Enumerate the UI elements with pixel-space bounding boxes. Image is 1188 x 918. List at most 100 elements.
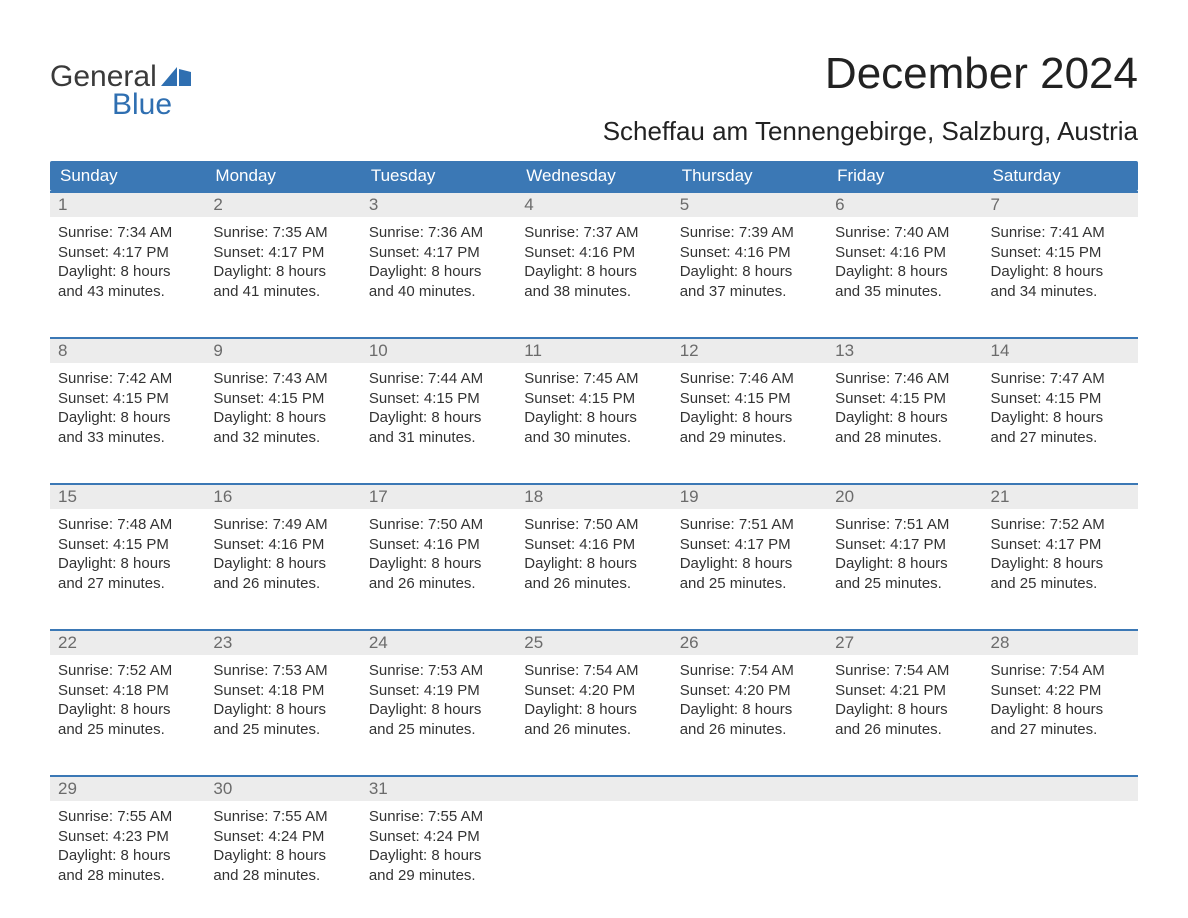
weekday-cell: Sunday (50, 161, 205, 191)
week-row: 8Sunrise: 7:42 AMSunset: 4:15 PMDaylight… (50, 337, 1138, 469)
day-number (516, 777, 671, 801)
day-detail-line: Sunrise: 7:50 AM (369, 515, 508, 535)
day-cell: 21Sunrise: 7:52 AMSunset: 4:17 PMDayligh… (983, 485, 1138, 615)
day-number: 4 (516, 193, 671, 217)
day-number: 30 (205, 777, 360, 801)
day-detail-line: Sunset: 4:17 PM (58, 243, 197, 263)
day-cell: 11Sunrise: 7:45 AMSunset: 4:15 PMDayligh… (516, 339, 671, 469)
calendar: SundayMondayTuesdayWednesdayThursdayFrid… (50, 161, 1138, 907)
day-number: 26 (672, 631, 827, 655)
day-detail-line: and 25 minutes. (213, 720, 352, 740)
day-number: 10 (361, 339, 516, 363)
day-detail-line: Sunset: 4:15 PM (835, 389, 974, 409)
day-number: 2 (205, 193, 360, 217)
day-detail-line: Sunrise: 7:55 AM (58, 807, 197, 827)
day-detail-line: Daylight: 8 hours (369, 408, 508, 428)
day-cell: 2Sunrise: 7:35 AMSunset: 4:17 PMDaylight… (205, 193, 360, 323)
week-row: 1Sunrise: 7:34 AMSunset: 4:17 PMDaylight… (50, 191, 1138, 323)
day-detail (827, 801, 982, 829)
day-detail-line: and 25 minutes. (369, 720, 508, 740)
day-detail: Sunrise: 7:54 AMSunset: 4:20 PMDaylight:… (516, 655, 671, 761)
day-cell: 25Sunrise: 7:54 AMSunset: 4:20 PMDayligh… (516, 631, 671, 761)
day-detail-line: Daylight: 8 hours (369, 700, 508, 720)
day-detail-line: and 30 minutes. (524, 428, 663, 448)
day-number: 29 (50, 777, 205, 801)
day-cell: 5Sunrise: 7:39 AMSunset: 4:16 PMDaylight… (672, 193, 827, 323)
weekday-cell: Saturday (983, 161, 1138, 191)
day-detail-line: Sunrise: 7:52 AM (58, 661, 197, 681)
day-detail-line: Sunset: 4:18 PM (213, 681, 352, 701)
day-detail: Sunrise: 7:47 AMSunset: 4:15 PMDaylight:… (983, 363, 1138, 469)
day-number: 25 (516, 631, 671, 655)
day-number: 12 (672, 339, 827, 363)
day-detail-line: Sunset: 4:20 PM (524, 681, 663, 701)
day-detail-line: and 26 minutes. (369, 574, 508, 594)
day-detail-line: Sunrise: 7:55 AM (213, 807, 352, 827)
day-detail: Sunrise: 7:40 AMSunset: 4:16 PMDaylight:… (827, 217, 982, 323)
day-detail: Sunrise: 7:43 AMSunset: 4:15 PMDaylight:… (205, 363, 360, 469)
day-detail-line: Sunrise: 7:53 AM (213, 661, 352, 681)
day-detail-line: Sunrise: 7:49 AM (213, 515, 352, 535)
day-detail-line: Sunset: 4:15 PM (524, 389, 663, 409)
day-detail-line: Daylight: 8 hours (58, 700, 197, 720)
day-detail-line: and 27 minutes. (991, 720, 1130, 740)
day-detail-line: and 29 minutes. (369, 866, 508, 886)
day-cell: 30Sunrise: 7:55 AMSunset: 4:24 PMDayligh… (205, 777, 360, 907)
day-detail-line: and 27 minutes. (991, 428, 1130, 448)
day-detail-line: Daylight: 8 hours (680, 554, 819, 574)
day-cell: 13Sunrise: 7:46 AMSunset: 4:15 PMDayligh… (827, 339, 982, 469)
day-detail-line: Sunset: 4:21 PM (835, 681, 974, 701)
day-detail: Sunrise: 7:49 AMSunset: 4:16 PMDaylight:… (205, 509, 360, 615)
day-detail-line: and 27 minutes. (58, 574, 197, 594)
day-detail-line: Sunrise: 7:54 AM (991, 661, 1130, 681)
day-detail-line: and 43 minutes. (58, 282, 197, 302)
day-cell: 27Sunrise: 7:54 AMSunset: 4:21 PMDayligh… (827, 631, 982, 761)
day-number: 5 (672, 193, 827, 217)
weekday-cell: Wednesday (516, 161, 671, 191)
day-detail: Sunrise: 7:55 AMSunset: 4:24 PMDaylight:… (361, 801, 516, 907)
day-detail-line: Daylight: 8 hours (835, 408, 974, 428)
day-number (827, 777, 982, 801)
day-detail: Sunrise: 7:54 AMSunset: 4:20 PMDaylight:… (672, 655, 827, 761)
day-detail-line: Sunrise: 7:54 AM (524, 661, 663, 681)
day-detail-line: and 40 minutes. (369, 282, 508, 302)
day-detail-line: Sunset: 4:22 PM (991, 681, 1130, 701)
day-detail-line: and 28 minutes. (58, 866, 197, 886)
day-cell: 18Sunrise: 7:50 AMSunset: 4:16 PMDayligh… (516, 485, 671, 615)
day-detail-line: Daylight: 8 hours (991, 408, 1130, 428)
day-detail: Sunrise: 7:53 AMSunset: 4:19 PMDaylight:… (361, 655, 516, 761)
day-detail-line: Daylight: 8 hours (369, 262, 508, 282)
day-detail-line: Sunset: 4:17 PM (369, 243, 508, 263)
day-cell: 15Sunrise: 7:48 AMSunset: 4:15 PMDayligh… (50, 485, 205, 615)
day-detail-line: Sunrise: 7:48 AM (58, 515, 197, 535)
day-cell: 1Sunrise: 7:34 AMSunset: 4:17 PMDaylight… (50, 193, 205, 323)
day-cell: 3Sunrise: 7:36 AMSunset: 4:17 PMDaylight… (361, 193, 516, 323)
day-detail: Sunrise: 7:35 AMSunset: 4:17 PMDaylight:… (205, 217, 360, 323)
day-detail-line: Daylight: 8 hours (213, 408, 352, 428)
day-detail: Sunrise: 7:50 AMSunset: 4:16 PMDaylight:… (361, 509, 516, 615)
day-detail-line: and 26 minutes. (213, 574, 352, 594)
day-number: 31 (361, 777, 516, 801)
day-detail-line: Daylight: 8 hours (369, 554, 508, 574)
day-detail-line: Daylight: 8 hours (835, 262, 974, 282)
day-detail-line: Sunset: 4:18 PM (58, 681, 197, 701)
day-detail: Sunrise: 7:45 AMSunset: 4:15 PMDaylight:… (516, 363, 671, 469)
day-detail-line: Sunset: 4:15 PM (58, 389, 197, 409)
day-detail-line: Daylight: 8 hours (524, 554, 663, 574)
logo-text-bottom: Blue (50, 90, 191, 120)
day-number: 17 (361, 485, 516, 509)
day-detail-line: Daylight: 8 hours (524, 408, 663, 428)
day-detail-line: Sunrise: 7:42 AM (58, 369, 197, 389)
day-cell: 4Sunrise: 7:37 AMSunset: 4:16 PMDaylight… (516, 193, 671, 323)
day-detail: Sunrise: 7:51 AMSunset: 4:17 PMDaylight:… (672, 509, 827, 615)
day-cell (827, 777, 982, 907)
day-detail-line: Daylight: 8 hours (213, 700, 352, 720)
day-detail-line: Daylight: 8 hours (213, 846, 352, 866)
day-detail-line: Daylight: 8 hours (58, 554, 197, 574)
location-subtitle: Scheffau am Tennengebirge, Salzburg, Aus… (603, 116, 1138, 147)
day-detail-line: Daylight: 8 hours (524, 262, 663, 282)
day-detail-line: and 33 minutes. (58, 428, 197, 448)
day-detail-line: Sunrise: 7:51 AM (680, 515, 819, 535)
day-detail-line: Sunrise: 7:55 AM (369, 807, 508, 827)
weekday-cell: Friday (827, 161, 982, 191)
